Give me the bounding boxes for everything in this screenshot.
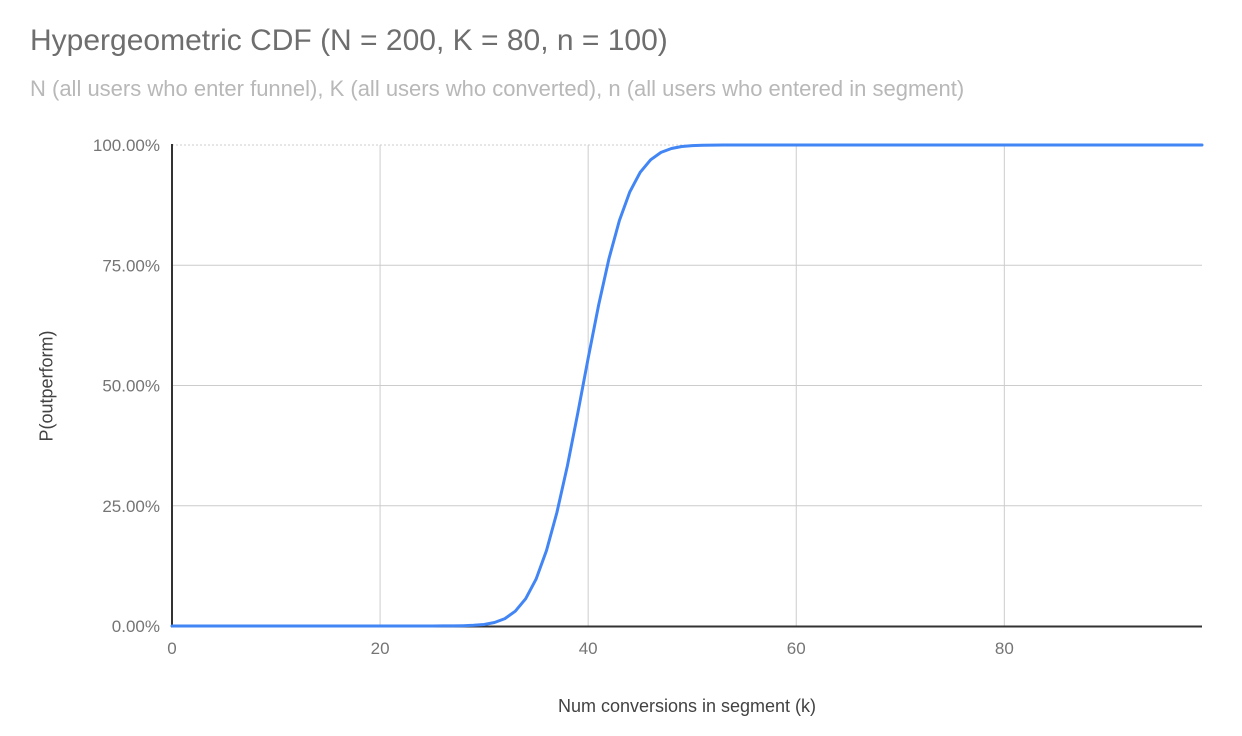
y-tick-label: 0.00% — [112, 617, 160, 636]
x-axis-title: Num conversions in segment (k) — [557, 696, 817, 716]
y-tick-label: 50.00% — [102, 377, 160, 396]
y-tick-label: 25.00% — [102, 497, 160, 516]
cdf-curve — [170, 143, 1204, 628]
x-tick-label: 40 — [579, 639, 598, 658]
x-tick-label: 0 — [167, 639, 176, 658]
chart-title: Hypergeometric CDF (N = 200, K = 80, n =… — [30, 24, 668, 57]
x-tick-label: 60 — [787, 639, 806, 658]
chart-subtitle: N (all users who enter funnel), K (all u… — [30, 76, 965, 101]
x-tick-label: 20 — [371, 639, 390, 658]
y-tick-label: 75.00% — [102, 256, 160, 275]
y-tick-label: 100.00% — [93, 136, 160, 155]
x-tick-label: 80 — [995, 639, 1014, 658]
